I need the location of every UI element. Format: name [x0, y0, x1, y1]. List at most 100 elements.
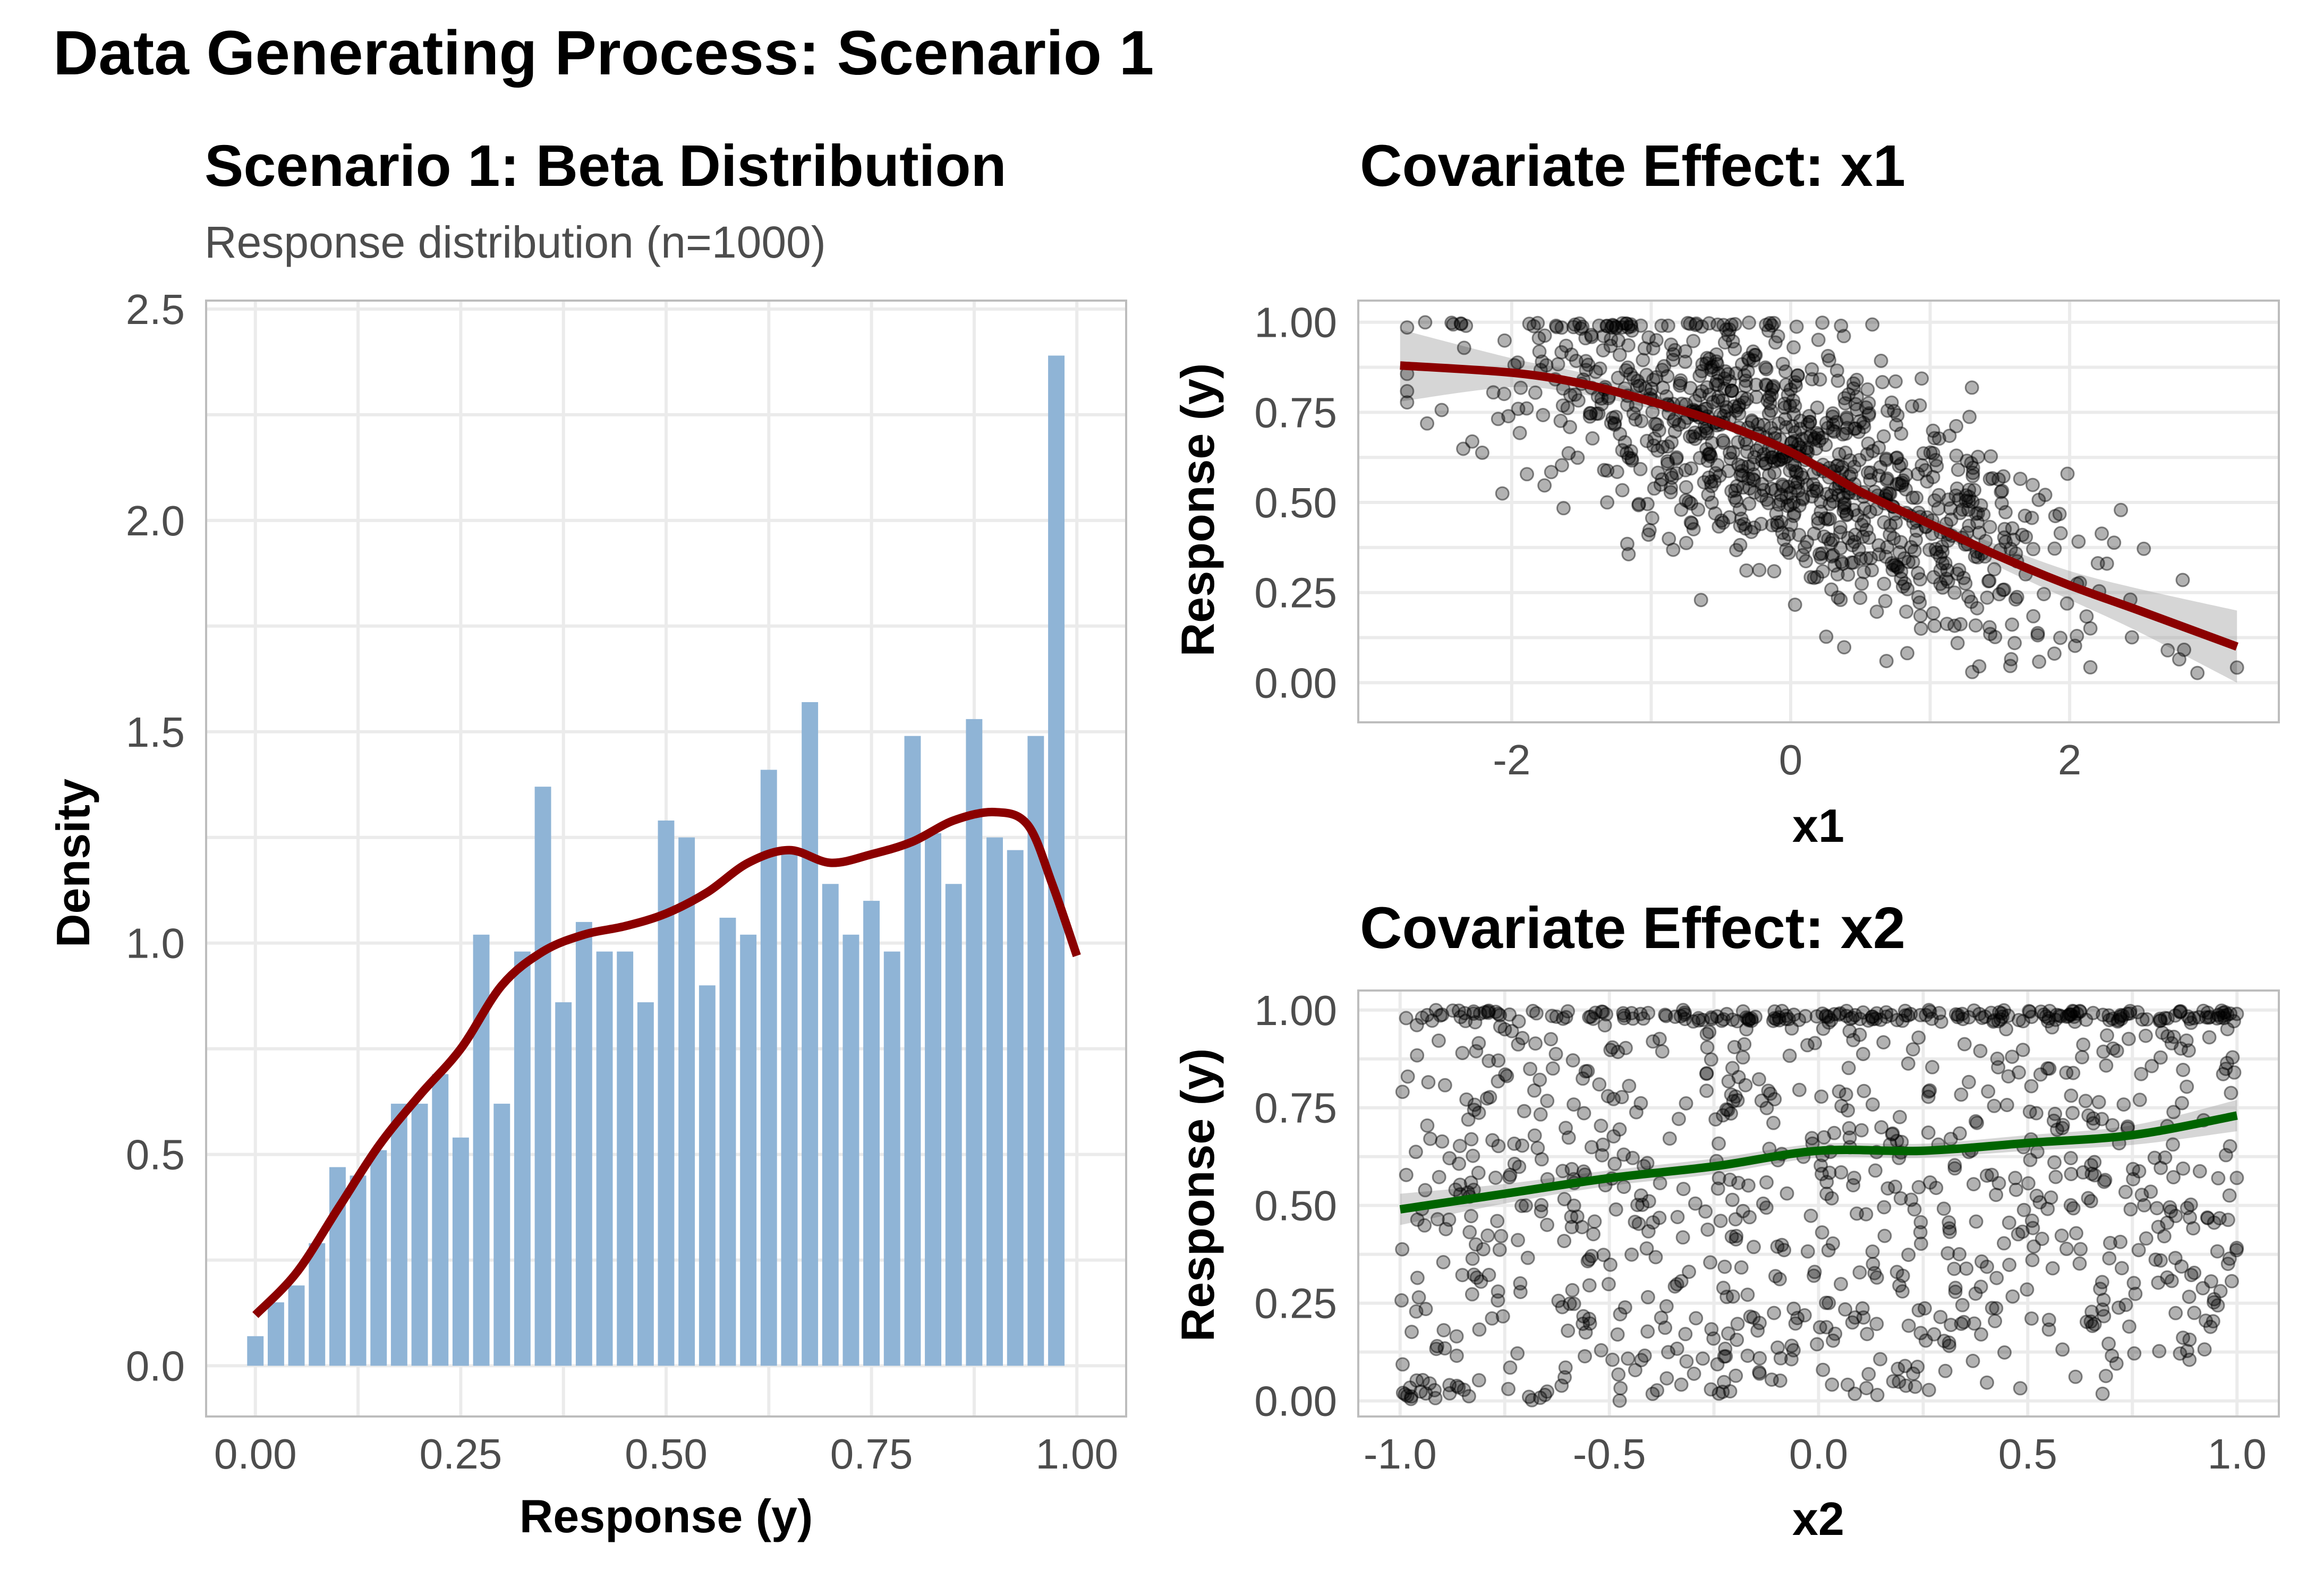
scatter-point	[1926, 606, 1940, 621]
scatter-point	[2013, 472, 2028, 487]
scatter-point	[2166, 1170, 2181, 1184]
scatter-point	[1835, 460, 1850, 475]
scatter-point	[1911, 566, 1926, 581]
scatter-point	[1741, 459, 1756, 474]
scatter-point	[1501, 409, 1516, 424]
scatter-point	[1511, 1037, 1526, 1052]
y-tick-label: 1.5	[126, 709, 185, 756]
scatter-point	[1959, 488, 1973, 503]
scatter-point	[2101, 1336, 2116, 1351]
scatter-point	[2098, 1173, 2113, 1188]
scatter-point	[2048, 509, 2063, 524]
scatter-point	[1410, 1212, 1425, 1227]
scatter-point	[1731, 400, 1746, 415]
scatter-point	[1464, 1209, 1478, 1224]
scatter-point	[1861, 530, 1876, 545]
scatter-point	[2002, 1215, 2016, 1230]
histogram-bar	[534, 787, 551, 1366]
scatter-point	[1400, 1069, 1415, 1084]
scatter-point	[1784, 1021, 1799, 1036]
scatter-point	[1721, 1074, 1736, 1089]
scatter-point	[1712, 1171, 1726, 1185]
scatter-point	[1748, 348, 1763, 363]
scatter-point	[1642, 523, 1657, 537]
scatter-point	[1719, 1102, 1734, 1117]
scatter-point	[1799, 554, 1814, 569]
scatter-point	[1688, 1196, 1702, 1211]
scatter-point	[1841, 1061, 1856, 1076]
scatter-point	[1767, 1004, 1782, 1019]
scatter-point	[2126, 1276, 2141, 1291]
scatter-point	[1578, 1064, 1593, 1079]
scatter-point	[1905, 490, 1920, 505]
scatter-point	[2097, 1309, 2112, 1324]
scatter-point	[1839, 1009, 1854, 1023]
scatter-point	[1904, 1192, 1919, 1207]
scatter-point	[1655, 363, 1670, 377]
scatter-point	[1454, 317, 1469, 331]
scatter-point	[1613, 426, 1628, 441]
scatter-point	[1644, 381, 1659, 396]
scatter-point	[1727, 399, 1742, 414]
scatter-point	[1462, 1225, 1477, 1240]
y-tick-label: 0.75	[1254, 1085, 1337, 1132]
scatter-point	[1594, 1343, 1608, 1358]
scatter-point	[1875, 375, 1890, 389]
scatter-point	[1503, 1167, 1518, 1182]
scatter-point	[1721, 1103, 1735, 1117]
scatter-point	[2132, 1093, 2147, 1107]
scatter-point	[1869, 1270, 1884, 1285]
scatter-point	[1418, 1183, 1433, 1198]
scatter-point	[1839, 1003, 1854, 1018]
scatter-point	[2123, 1004, 2138, 1019]
scatter-point	[1710, 394, 1725, 408]
scatter-point	[2120, 1006, 2135, 1021]
scatter-point	[1800, 1038, 1815, 1053]
x-tick-label: 0.0	[1789, 1430, 1848, 1478]
scatter-point	[1956, 570, 1971, 585]
histogram-bar	[288, 1285, 305, 1366]
scatter-point	[1555, 1164, 1570, 1179]
scatter-point	[1835, 427, 1850, 442]
scatter-point	[1932, 1006, 1946, 1020]
scatter-point	[1729, 1368, 1743, 1383]
scatter-point	[1588, 364, 1603, 379]
scatter-point	[1879, 451, 1894, 466]
histogram-bar	[575, 921, 592, 1366]
scatter-point	[1640, 1324, 1655, 1339]
scatter-point	[2150, 1201, 2164, 1216]
scatter-point	[2045, 1261, 2060, 1276]
scatter-point	[1771, 452, 1786, 467]
scatter-point	[1755, 477, 1769, 491]
scatter-point	[1788, 464, 1803, 479]
scatter-point	[1800, 534, 1815, 549]
scatter-point	[2063, 1151, 2078, 1165]
scatter-point	[2026, 609, 2041, 624]
scatter-point	[1879, 654, 1894, 669]
scatter-point	[1409, 1304, 1424, 1319]
scatter-point	[1919, 1008, 1934, 1022]
scatter-point	[2166, 1029, 2181, 1044]
scatter-point	[1994, 484, 2008, 499]
scatter-point	[1618, 435, 1632, 450]
scatter-point	[1471, 1165, 1486, 1180]
scatter-point	[1413, 1384, 1428, 1399]
scatter-point	[2054, 1009, 2068, 1024]
scatter-point	[1724, 1087, 1739, 1102]
scatter-point	[1800, 477, 1815, 492]
scatter-point	[1965, 664, 1980, 679]
scatter-point	[1442, 1386, 1457, 1401]
scatter-point	[1711, 366, 1726, 381]
scatter-point	[1400, 384, 1415, 398]
scatter-point	[1869, 1317, 1884, 1332]
scatter-point	[1669, 466, 1684, 481]
scatter-point	[2087, 1168, 2102, 1183]
scatter-point	[1812, 1320, 1827, 1335]
scatter-point	[1612, 347, 1627, 362]
scatter-point	[1852, 1027, 1867, 1042]
scatter-point	[1826, 417, 1841, 432]
scatter-point	[1732, 398, 1747, 413]
scatter-point	[1587, 1214, 1602, 1229]
scatter-point	[1926, 570, 1941, 585]
scatter-point	[1608, 409, 1623, 424]
